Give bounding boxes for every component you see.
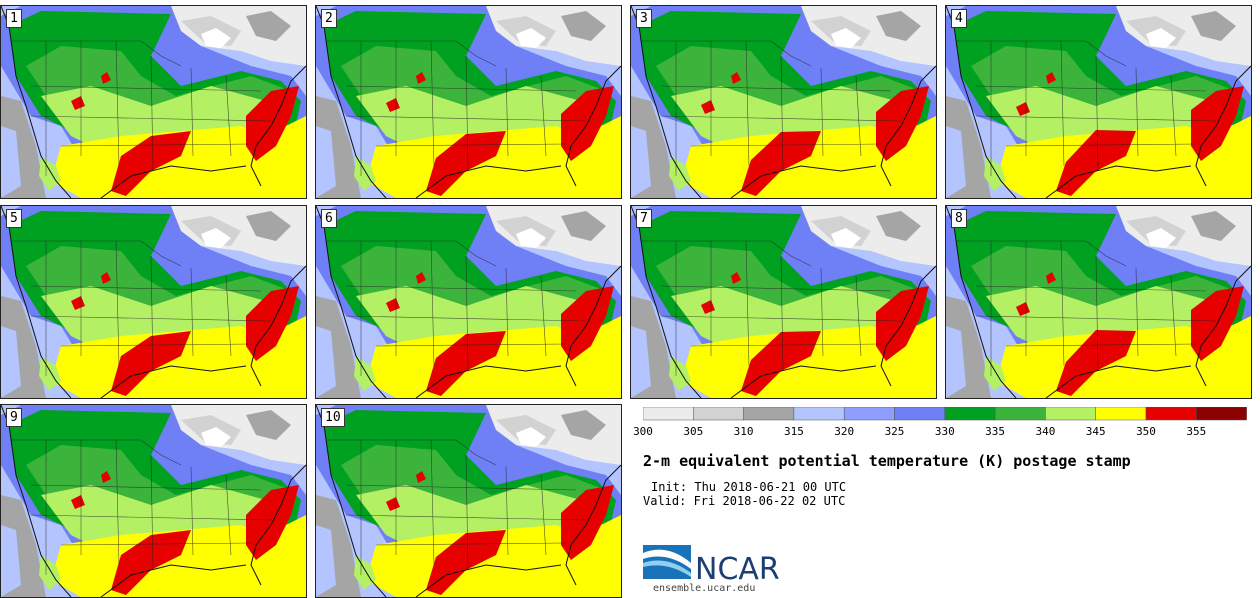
colorbar-tick-label: 310	[733, 425, 754, 438]
colorbar-tick-label: 305	[683, 425, 704, 438]
colorbar-segment	[894, 406, 946, 421]
colorbar	[642, 406, 1248, 425]
colorbar-segment	[693, 406, 744, 421]
colorbar-tick-label: 300	[633, 425, 653, 438]
valid-time: Valid: Fri 2018-06-22 02 UTC	[643, 494, 846, 508]
colorbar-tick-label: 355	[1186, 425, 1207, 438]
panel-number: 5	[6, 209, 22, 228]
panel-number: 6	[321, 209, 337, 228]
logo-text: NCAR	[695, 552, 780, 583]
panel-number: 2	[321, 9, 337, 28]
colorbar-segment	[642, 406, 694, 421]
map-panel-2: 2	[315, 5, 622, 199]
panel-number: 8	[951, 209, 967, 228]
panel-number: 7	[636, 209, 652, 228]
colorbar-segment	[944, 406, 996, 421]
colorbar-segment	[843, 406, 895, 421]
map-panel-6: 6	[315, 205, 622, 399]
panel-number: 1	[6, 9, 22, 28]
colorbar-tick-label: 335	[985, 425, 1006, 438]
colorbar-tick-label: 320	[834, 425, 855, 438]
colorbar-tick-label: 350	[1136, 425, 1156, 438]
map-panel-10: 10	[315, 404, 622, 598]
colorbar-segment	[793, 406, 845, 421]
init-time: Init: Thu 2018-06-21 00 UTC	[651, 480, 847, 494]
colorbar-segment	[1045, 406, 1096, 421]
site-url: ensemble.ucar.edu	[653, 583, 756, 594]
panel-number: 10	[321, 408, 345, 427]
colorbar-segment	[1095, 406, 1147, 421]
map-panel-3: 3	[630, 5, 937, 199]
colorbar-segment	[1145, 406, 1197, 421]
figure-title: 2-m equivalent potential temperature (K)…	[643, 452, 1131, 470]
colorbar-tick-label: 330	[934, 425, 955, 438]
map-panel-9: 9	[0, 404, 307, 598]
map-panel-1: 1	[0, 5, 307, 199]
colorbar-tick-label: 340	[1035, 425, 1056, 438]
ncar-logo: NCAR	[643, 541, 793, 587]
map-panel-4: 4	[945, 5, 1252, 199]
panel-number: 3	[636, 9, 652, 28]
colorbar-tick-label: 315	[783, 425, 804, 438]
panel-number: 4	[951, 9, 967, 28]
map-panel-8: 8	[945, 205, 1252, 399]
panel-number: 9	[6, 408, 22, 427]
map-panel-5: 5	[0, 205, 307, 399]
colorbar-tick-label: 345	[1085, 425, 1106, 438]
colorbar-segment	[1196, 406, 1247, 421]
colorbar-segment	[743, 406, 795, 421]
colorbar-segment	[994, 406, 1046, 421]
colorbar-tick-label: 325	[884, 425, 905, 438]
map-panel-7: 7	[630, 205, 937, 399]
